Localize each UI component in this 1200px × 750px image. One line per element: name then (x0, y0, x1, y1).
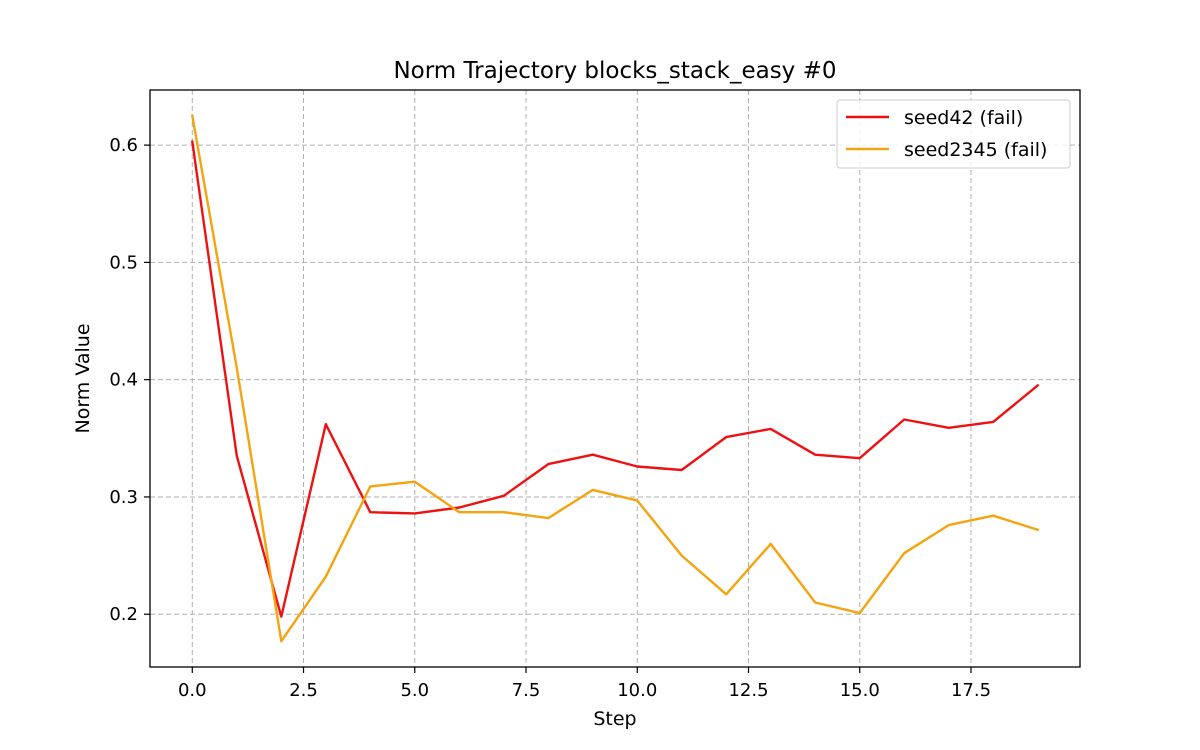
y-tick-label: 0.4 (109, 370, 138, 391)
y-tick-label: 0.3 (109, 487, 138, 508)
legend-box (836, 99, 1071, 169)
legend: seed42 (fail) seed2345 (fail) (836, 99, 1071, 169)
y-tick-label: 0.2 (109, 604, 138, 625)
series-line-2 (190, 114, 1040, 643)
x-tick-label: 17.5 (951, 680, 991, 701)
x-axis-label: Step (593, 708, 636, 730)
x-tick-label: 2.5 (289, 680, 318, 701)
grid (150, 90, 1080, 667)
chart-title: Norm Trajectory blocks_stack_easy #0 (393, 58, 836, 84)
axis-ticks: 0.0 2.5 5.0 7.5 10.0 12.5 15.0 17.5 0.2 0.3 0.4 0.5… (109, 135, 991, 701)
y-tick-label: 0.5 (109, 252, 138, 273)
x-tick-label: 0.0 (178, 680, 207, 701)
x-tick-label: 15.0 (840, 680, 880, 701)
series-lines (190, 114, 1040, 643)
series-line-1 (190, 140, 1040, 618)
x-tick-label: 5.0 (400, 680, 429, 701)
x-tick-label: 10.0 (617, 680, 657, 701)
y-axis-label: Norm Value (72, 323, 94, 433)
legend-label-1: seed42 (fail) (904, 107, 1023, 129)
x-tick-label: 12.5 (728, 680, 768, 701)
x-tick-label: 7.5 (512, 680, 541, 701)
legend-label-2: seed2345 (fail) (904, 139, 1047, 161)
plot-frame (149, 89, 1081, 668)
y-tick-label: 0.6 (109, 135, 138, 156)
